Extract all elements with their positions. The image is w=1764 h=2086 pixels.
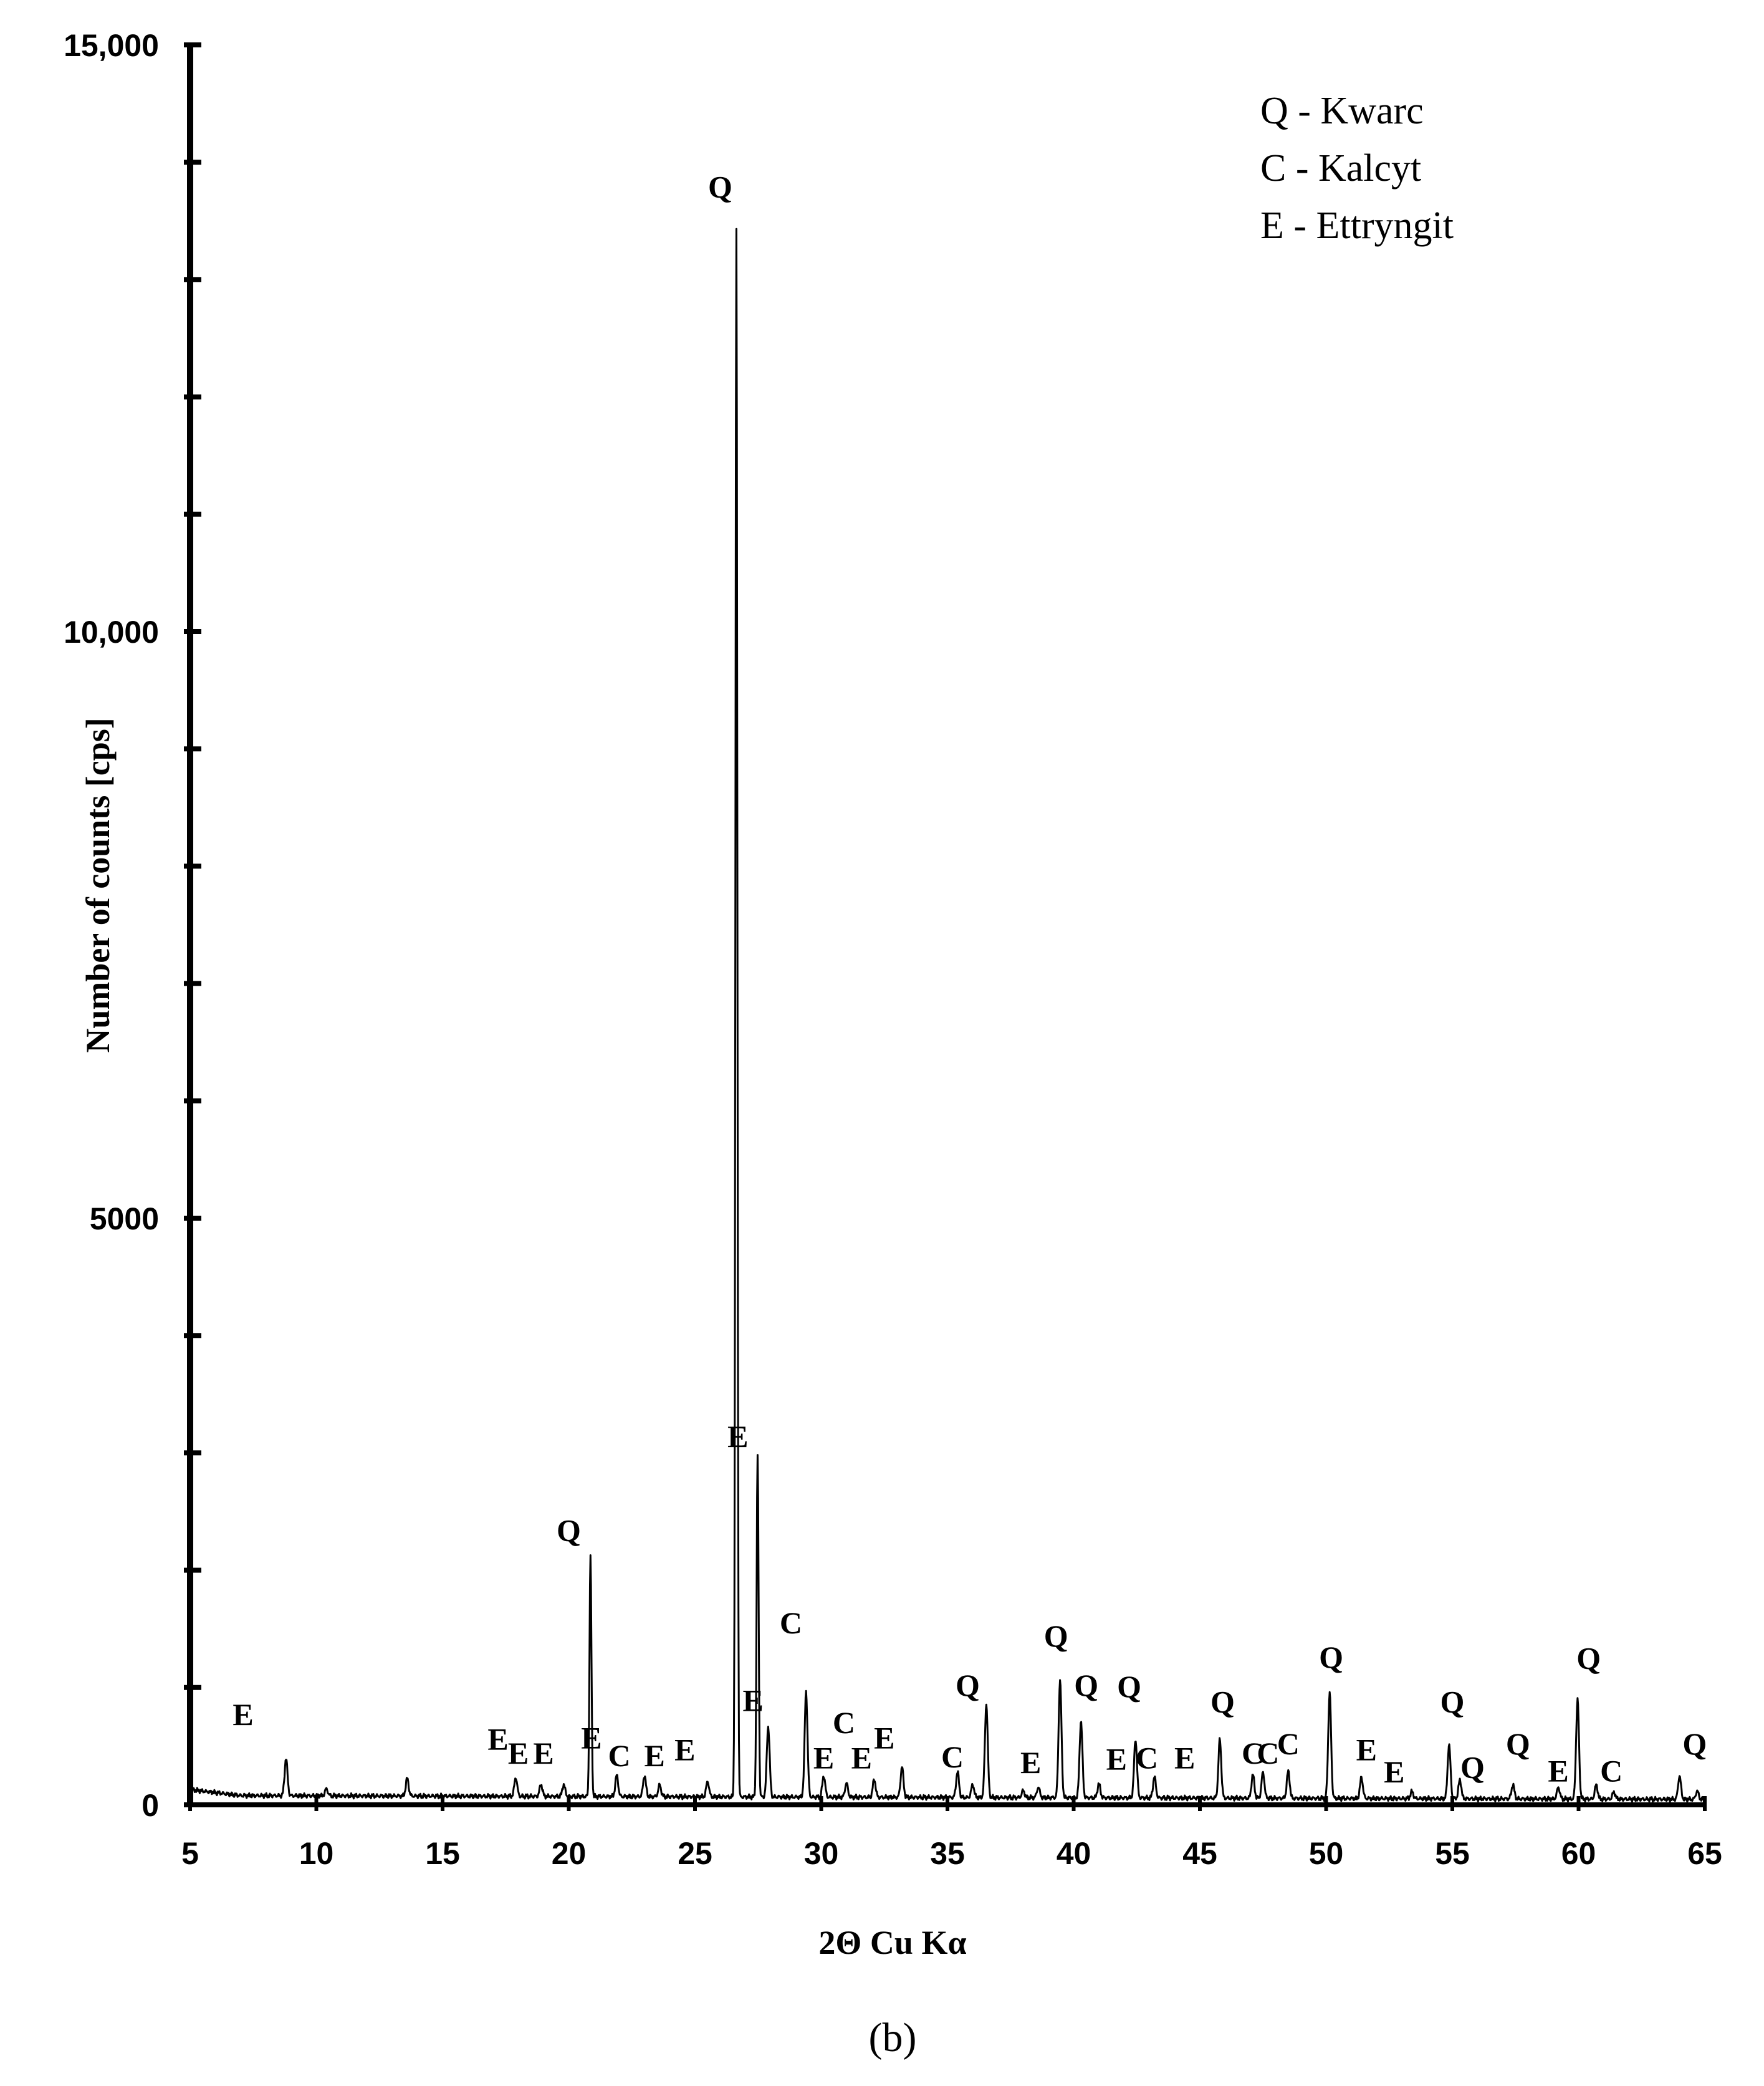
x-tick-label: 5 — [181, 1836, 199, 1871]
chart-axes — [187, 44, 1705, 1807]
x-tick-label: 35 — [930, 1836, 965, 1871]
peak-label: C — [1136, 1741, 1158, 1776]
peak-label: E — [533, 1736, 554, 1771]
figure-caption: (b) — [869, 2015, 917, 2060]
x-tick-label: 40 — [1057, 1836, 1091, 1871]
y-tick-label: 5000 — [90, 1201, 159, 1236]
peak-label: E — [232, 1697, 253, 1732]
peak-label: Q — [1117, 1669, 1141, 1704]
peak-label: E — [1106, 1742, 1127, 1777]
legend-entry: C - Kalcyt — [1260, 147, 1421, 190]
peak-label: E — [813, 1741, 834, 1776]
peak-label: Q — [1682, 1726, 1707, 1761]
peak-label: Q — [1440, 1684, 1465, 1719]
y-tick-label: 0 — [141, 1788, 159, 1823]
peak-label: E — [508, 1736, 529, 1771]
peak-label: Q — [1210, 1684, 1235, 1719]
peak-label: E — [674, 1732, 695, 1767]
peak-label: Q — [557, 1513, 581, 1548]
peak-label: C — [941, 1739, 964, 1774]
legend-entry: Q - Kwarc — [1260, 90, 1424, 132]
peak-label: Q — [1506, 1726, 1530, 1761]
y-axis-title: Number of counts [cps] — [79, 718, 117, 1053]
x-axis-title: 2Θ Cu Kα — [818, 1924, 966, 1961]
x-tick-label: 30 — [804, 1836, 839, 1871]
peak-label: E — [851, 1741, 872, 1776]
x-tick-label: 20 — [552, 1836, 587, 1871]
peak-label: E — [1020, 1745, 1041, 1780]
peak-label: E — [1356, 1732, 1377, 1767]
legend-entry: E - Ettryngit — [1260, 204, 1454, 247]
peak-label: C — [1242, 1736, 1264, 1771]
x-tick-label: 15 — [425, 1836, 460, 1871]
x-tick-label: 60 — [1561, 1836, 1596, 1871]
peak-label: E — [581, 1721, 602, 1756]
x-tick-labels: 5 10 15 20 25 30 35 40 45 50 55 60 65 — [181, 1836, 1722, 1871]
peak-label: E — [1384, 1754, 1404, 1789]
peak-label: E — [727, 1419, 748, 1454]
peak-label: C — [1600, 1753, 1623, 1788]
x-tick-label: 10 — [299, 1836, 334, 1871]
peak-label: Q — [1576, 1641, 1601, 1676]
peak-label: C — [833, 1705, 855, 1740]
y-tick-label: 15,000 — [64, 28, 159, 63]
peak-label: E — [874, 1721, 894, 1756]
x-tick-label: 65 — [1687, 1836, 1722, 1871]
x-tick-label: 45 — [1182, 1836, 1217, 1871]
peak-label: C — [1277, 1726, 1300, 1761]
diffraction-series-line — [189, 228, 1706, 1803]
peak-label: Q — [1460, 1750, 1485, 1785]
peak-label: E — [742, 1683, 763, 1718]
peak-label: E — [645, 1738, 665, 1773]
y-tick-label: 10,000 — [64, 615, 159, 650]
x-tick-label: 50 — [1309, 1836, 1344, 1871]
x-tick-label: 55 — [1435, 1836, 1470, 1871]
peak-label: C — [780, 1605, 802, 1640]
peak-label: Q — [956, 1668, 980, 1703]
peak-label: Q — [708, 170, 732, 204]
peak-label: E — [1548, 1753, 1568, 1788]
legend: Q - Kwarc C - Kalcyt E - Ettryngit — [1260, 90, 1454, 247]
peak-label: C — [608, 1738, 630, 1773]
peak-label: Q — [1044, 1618, 1068, 1653]
peak-label: Q — [1319, 1640, 1343, 1675]
x-tick-label: 25 — [678, 1836, 712, 1871]
peak-label: C — [1257, 1736, 1279, 1771]
chart-ticks — [184, 42, 1707, 1811]
peak-label: E — [1174, 1741, 1195, 1776]
peak-label: Q — [1074, 1668, 1098, 1703]
peak-label: E — [487, 1722, 508, 1757]
y-tick-labels: 0 5000 10,000 15,000 — [64, 28, 159, 1823]
